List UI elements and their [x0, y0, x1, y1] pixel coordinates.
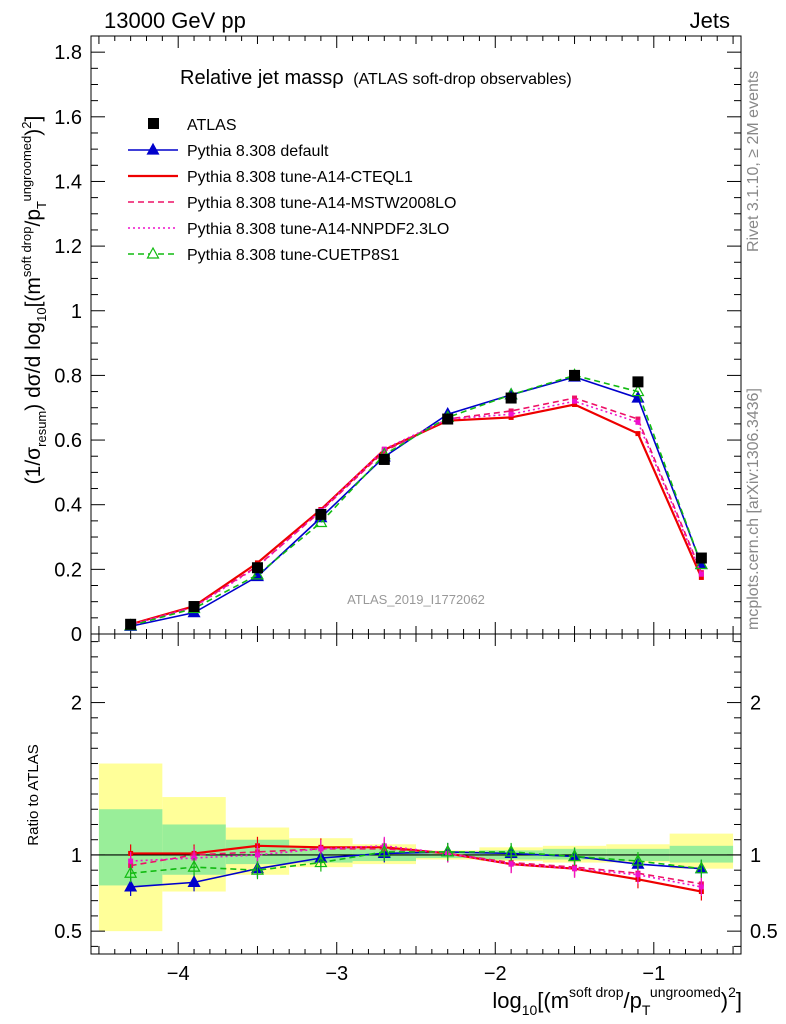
series-marker — [250, 567, 264, 580]
data-point — [378, 453, 390, 465]
ratio-marker — [377, 844, 391, 857]
ratio-marker — [631, 853, 645, 866]
ratio-marker — [187, 875, 201, 887]
x-tick-label: −4 — [167, 963, 190, 985]
ratio-marker — [504, 844, 518, 857]
ratio-y-axis-label: Ratio to ATLAS — [25, 744, 42, 845]
series-marker — [508, 414, 514, 420]
y-tick-label: 1.4 — [54, 171, 82, 193]
data-point — [695, 552, 707, 564]
header-observable: Jets — [689, 8, 730, 33]
y-tick-label: 0.6 — [54, 430, 82, 452]
chart-title: Relative jet massρ (ATLAS soft-drop obse… — [180, 67, 572, 89]
ratio-marker — [698, 884, 704, 890]
y-tick-label: 1 — [71, 301, 82, 323]
ratio-tick-label-right: 1 — [750, 845, 761, 867]
x-axis-label: log10[(msoft drop/pTungroomed)2] — [492, 984, 742, 1018]
series-line — [130, 397, 703, 626]
data-point — [188, 601, 200, 613]
series-marker — [698, 574, 704, 580]
y-tick-label: 1.2 — [54, 236, 82, 258]
ratio-marker — [254, 852, 260, 858]
series-marker — [635, 431, 641, 437]
data-point — [505, 392, 517, 404]
series-marker — [635, 419, 641, 425]
data-point — [632, 376, 644, 388]
ratio-marker — [572, 866, 578, 872]
ratio-tick-label: 2 — [71, 693, 82, 715]
svg-text:(1/σresum) dσ/d log10[(msoft d: (1/σresum) dσ/d log10[(msoft drop/pTungr… — [19, 116, 49, 485]
ratio-tick-label-right: 2 — [750, 693, 761, 715]
series-marker — [572, 398, 578, 404]
series-line — [130, 400, 703, 626]
series-line — [130, 403, 703, 626]
legend-label: Pythia 8.308 tune-A14-NNPDF2.3LO — [187, 221, 449, 238]
y-tick-label: 0 — [71, 624, 82, 646]
main-series-group — [124, 368, 708, 631]
ratio-marker — [250, 862, 264, 875]
ratio-marker — [568, 849, 582, 862]
analysis-watermark: ATLAS_2019_I1772062 — [347, 592, 485, 607]
ratio-marker — [314, 855, 328, 868]
legend-label: Pythia 8.308 tune-A14-MSTW2008LO — [187, 195, 456, 212]
legend-marker — [146, 246, 160, 259]
y-tick-label: 1.8 — [54, 42, 82, 64]
ratio-marker — [318, 846, 324, 852]
ratio-plot-frame — [90, 633, 742, 955]
ratio-series-line — [130, 851, 702, 875]
series-marker — [635, 416, 641, 422]
ratio-marker — [635, 872, 641, 878]
ratio-marker — [441, 844, 455, 857]
legend-label: Pythia 8.308 tune-CUETP8S1 — [187, 247, 400, 264]
x-tick-label: −3 — [325, 963, 348, 985]
series-marker — [572, 395, 578, 401]
legend-label-atlas: ATLAS — [187, 117, 237, 134]
x-tick-label: −2 — [484, 963, 507, 985]
main-y-axis-label: (1/σresum) dσ/d log10[(msoft drop/pTungr… — [19, 116, 49, 485]
series-marker — [631, 384, 645, 397]
ratio-marker — [124, 879, 138, 892]
ratio-series-line — [130, 845, 702, 888]
legend-label: Pythia 8.308 default — [187, 143, 329, 160]
series-marker — [508, 408, 514, 414]
series-line — [130, 374, 703, 627]
header-process: 13000 GeV pp — [104, 8, 246, 33]
series-marker — [508, 411, 514, 417]
ratio-series-line — [130, 851, 702, 888]
ratio-marker — [694, 861, 708, 874]
ratio-tick-label: 1 — [71, 845, 82, 867]
x-tick-label: −1 — [642, 963, 665, 985]
series-marker — [572, 401, 578, 407]
ratio-marker — [187, 859, 201, 872]
stat-uncertainty-band — [669, 845, 734, 863]
ratio-marker — [128, 858, 134, 864]
y-tick-label: 0.8 — [54, 365, 82, 387]
y-tick-label: 0.2 — [54, 559, 82, 581]
legend-marker-atlas — [148, 118, 159, 129]
data-point — [315, 508, 327, 520]
legend: ATLAS Pythia 8.308 default Pythia 8.308 tu… — [128, 117, 456, 264]
legend-marker — [146, 142, 160, 155]
ratio-tick-label-right: 0.5 — [750, 921, 778, 943]
series-marker — [698, 571, 704, 577]
data-point — [442, 413, 454, 425]
ratio-marker — [191, 855, 197, 861]
ratio-marker — [508, 861, 514, 867]
y-tick-label: 1.6 — [54, 107, 82, 129]
data-point — [569, 369, 581, 381]
legend-label: Pythia 8.308 tune-A14-CTEQL1 — [187, 169, 413, 186]
y-tick-label: 0.4 — [54, 495, 82, 517]
ratio-tick-label: 0.5 — [54, 921, 82, 943]
data-point — [251, 562, 263, 574]
ratio-series-group — [124, 836, 708, 901]
data-point — [125, 618, 137, 630]
ratio-marker — [124, 865, 138, 878]
series-marker — [314, 515, 328, 528]
